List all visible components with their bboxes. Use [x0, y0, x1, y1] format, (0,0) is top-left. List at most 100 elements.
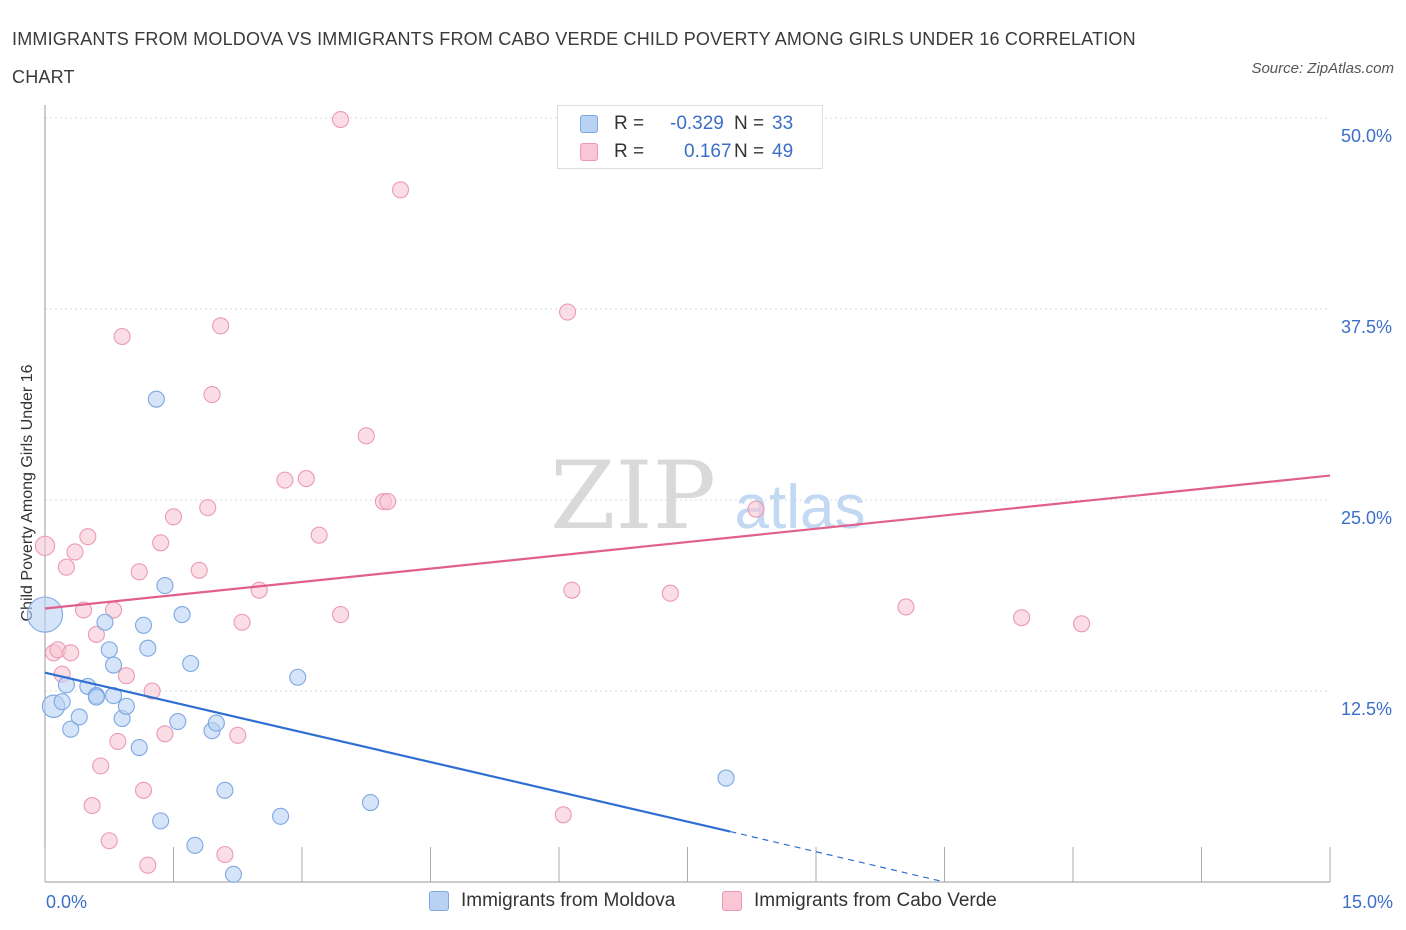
caboverde-point: [229, 726, 247, 744]
correlation-legend: R = -0.329 N = 33 R = 0.167 N = 49: [557, 105, 823, 169]
legend-r-value-caboverde: 0.167: [684, 141, 732, 162]
moldova-point: [134, 616, 153, 634]
moldova-point: [272, 807, 290, 825]
gridlines: [45, 117, 1330, 692]
caboverde-trend-line: [44, 474, 1331, 610]
moldova-point: [87, 688, 105, 706]
moldova-point: [53, 693, 71, 711]
bottom-legend-swatch-caboverde: [722, 891, 742, 911]
moldova-point: [26, 596, 64, 633]
caboverde-point: [164, 508, 183, 526]
caboverde-point: [276, 471, 294, 489]
y-tick-label-0: 12.5%: [1341, 699, 1392, 719]
moldova-point: [100, 641, 118, 659]
moldova-point: [169, 713, 187, 731]
moldova-point: [139, 639, 157, 657]
caboverde-point: [297, 470, 315, 488]
moldova-point: [216, 781, 234, 799]
caboverde-point: [1073, 615, 1091, 633]
moldova-point: [62, 720, 80, 738]
caboverde-point: [199, 499, 217, 517]
legend-n-label: N =: [734, 113, 765, 134]
caboverde-point: [1013, 609, 1031, 627]
moldova-point: [207, 714, 225, 732]
caboverde-point: [897, 598, 915, 616]
caboverde-point: [117, 667, 135, 685]
caboverde-point: [134, 781, 153, 799]
caboverde-point: [83, 797, 101, 815]
caboverde-point: [331, 110, 350, 129]
moldova-point: [289, 668, 307, 686]
axes: [44, 105, 1331, 883]
legend-n-value-moldova: 33: [772, 113, 794, 134]
caboverde-point: [661, 584, 679, 602]
caboverde-point: [156, 725, 174, 743]
moldova-point: [130, 738, 148, 757]
bottom-legend-label-caboverde: Immigrants from Cabo Verde: [754, 890, 997, 911]
moldova-points: [26, 390, 735, 883]
legend-swatch-moldova: [580, 115, 598, 133]
legend-r-label: R =: [614, 113, 645, 134]
y-tick-label-3: 50.0%: [1341, 126, 1392, 146]
caboverde-point: [554, 806, 572, 824]
caboverde-point: [250, 581, 268, 599]
watermark-zip: ZIP: [550, 442, 716, 551]
caboverde-point: [130, 563, 148, 581]
caboverde-point: [87, 625, 105, 644]
source-credit: Source: ZipAtlas.com: [1251, 60, 1394, 77]
y-tick-label-1: 25.0%: [1341, 508, 1392, 528]
x-tick-label-max: 15.0%: [1342, 892, 1393, 912]
moldova-trend-line: [44, 671, 731, 833]
caboverde-point: [113, 327, 131, 346]
moldova-point: [147, 390, 165, 408]
moldova-point: [182, 654, 200, 673]
caboverde-point: [57, 558, 75, 576]
legend-swatch-caboverde: [580, 143, 598, 161]
moldova-point: [186, 836, 204, 854]
caboverde-point: [62, 644, 80, 662]
moldova-point: [156, 577, 174, 595]
caboverde-point: [563, 581, 581, 599]
legend-r-label: R =: [614, 141, 645, 162]
caboverde-point: [92, 757, 110, 775]
caboverde-point: [109, 732, 127, 750]
caboverde-point: [143, 682, 161, 700]
legend-n-label: N =: [734, 141, 765, 162]
moldova-point: [224, 865, 243, 883]
caboverde-point: [66, 543, 84, 561]
caboverde-point: [379, 492, 397, 511]
caboverde-point: [357, 427, 375, 445]
trend-lines: [44, 474, 1331, 883]
caboverde-point: [139, 856, 157, 874]
moldova-point: [152, 812, 170, 830]
caboverde-point: [216, 845, 234, 864]
caboverde-point: [391, 181, 410, 199]
caboverde-point: [79, 528, 97, 546]
bottom-legend-label-moldova: Immigrants from Moldova: [461, 890, 676, 911]
caboverde-point: [152, 534, 170, 552]
moldova-trend-extension: [730, 830, 945, 883]
moldova-point: [173, 606, 191, 624]
caboverde-point: [100, 832, 118, 850]
moldova-point: [70, 708, 88, 726]
caboverde-point: [559, 303, 577, 321]
moldova-point: [361, 793, 380, 812]
bottom-legend-swatch-moldova: [429, 891, 449, 911]
caboverde-point: [190, 561, 208, 579]
caboverde-point: [212, 317, 230, 335]
x-tick-label-min: 0.0%: [46, 892, 87, 912]
caboverde-point: [34, 535, 56, 556]
moldova-point: [117, 697, 135, 715]
legend-r-value-moldova: -0.329: [670, 113, 724, 134]
moldova-point: [717, 769, 735, 787]
caboverde-point: [331, 606, 350, 624]
caboverde-point: [203, 386, 221, 404]
tick-labels: 12.5% 25.0% 37.5% 50.0% 0.0% 15.0%: [46, 126, 1393, 912]
y-tick-label-2: 37.5%: [1341, 317, 1392, 337]
moldova-point: [104, 656, 123, 674]
caboverde-point: [233, 613, 251, 631]
legend-n-value-caboverde: 49: [772, 141, 794, 162]
moldova-point: [96, 613, 114, 631]
caboverde-point: [747, 500, 765, 518]
